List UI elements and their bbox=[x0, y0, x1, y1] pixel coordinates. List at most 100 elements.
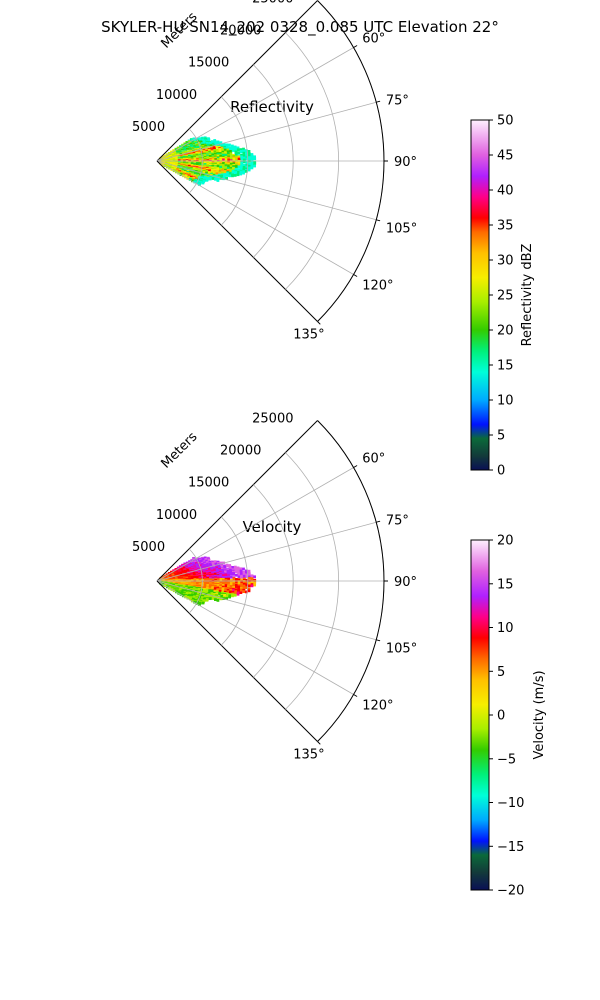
reflectivity-echo-gate bbox=[231, 149, 235, 152]
reflectivity-echo-gate bbox=[223, 170, 227, 174]
reflectivity-echo-gate bbox=[245, 150, 248, 153]
reflectivity-echo-gate bbox=[227, 164, 230, 168]
angle-tick-mark bbox=[353, 465, 358, 468]
reflectivity-echo-gate bbox=[237, 168, 241, 171]
velocity-echo-gate bbox=[186, 596, 190, 600]
velocity-echo-gate bbox=[234, 570, 238, 574]
velocity-echo-gate bbox=[179, 593, 183, 596]
reflectivity-echo-gate bbox=[207, 138, 211, 142]
azimuth-gridline bbox=[156, 580, 377, 641]
velocity-echo-gate bbox=[240, 584, 243, 588]
reflectivity-echo-gate bbox=[253, 162, 257, 165]
reflectivity-echo-gate bbox=[234, 166, 238, 169]
reflectivity-echo-gate bbox=[234, 146, 237, 150]
colorbar-tick-label: 15 bbox=[497, 577, 514, 592]
radial-tick-label: 25000 bbox=[252, 412, 293, 427]
velocity-echo-gate bbox=[236, 592, 240, 596]
reflectivity-echo-gate bbox=[216, 179, 220, 182]
reflectivity-echo-gate bbox=[232, 162, 236, 166]
velocity-echo-gate bbox=[224, 578, 228, 582]
reflectivity-echo-gate bbox=[236, 148, 240, 152]
velocity-echo-gate bbox=[242, 577, 246, 581]
colorbar-tick-label: 25 bbox=[497, 289, 514, 304]
reflectivity-echo-gate bbox=[218, 149, 222, 153]
velocity-echo-gate bbox=[237, 580, 241, 584]
velocity-echo-gate bbox=[237, 572, 241, 576]
outer-boundary-arc bbox=[317, 420, 385, 742]
colorbar-tick-label: 30 bbox=[497, 254, 514, 269]
reflectivity-echo-gate bbox=[233, 174, 237, 177]
reflectivity-echo-gate bbox=[229, 164, 233, 168]
azimuth-gridline bbox=[156, 160, 377, 221]
velocity-echo-gate bbox=[242, 582, 246, 586]
velocity-echo-gate bbox=[200, 598, 203, 602]
reflectivity-echo-gate bbox=[224, 153, 228, 157]
reflectivity-echo-gate bbox=[237, 151, 241, 155]
velocity-echo-gate bbox=[218, 592, 221, 596]
velocity-echo-gate bbox=[211, 597, 215, 600]
velocity-echo-gate bbox=[232, 584, 236, 587]
colorbar-tick-label: 5 bbox=[497, 665, 505, 680]
velocity-echo-gate bbox=[219, 597, 223, 601]
angle-tick-label: 120° bbox=[362, 699, 393, 714]
velocity-echo-gate bbox=[197, 603, 201, 606]
velocity-echo-gate bbox=[224, 584, 228, 587]
reflectivity-echo-gate bbox=[219, 165, 222, 169]
reflectivity-echo-gate bbox=[244, 170, 248, 173]
reflectivity-echo-gate bbox=[226, 172, 229, 176]
reflectivity-echo-gate bbox=[219, 160, 223, 164]
angle-tick-mark bbox=[376, 520, 381, 523]
reflectivity-echo-gate bbox=[217, 177, 220, 181]
reflectivity-echo-gate bbox=[240, 165, 243, 168]
range-ring bbox=[188, 548, 203, 614]
velocity-echo-gate bbox=[227, 577, 231, 581]
reflectivity-echo-gate bbox=[239, 172, 243, 176]
velocity-echo-gate bbox=[227, 581, 231, 585]
velocity-echo-gate bbox=[221, 570, 225, 574]
reflectivity-echo-gate bbox=[223, 173, 226, 177]
reflectivity-echo-gate bbox=[242, 154, 246, 158]
velocity-echo-gate bbox=[221, 589, 225, 593]
reflectivity-echo-gate bbox=[197, 183, 201, 186]
reflectivity-echo-gate bbox=[231, 146, 235, 150]
reflectivity-echo-gate bbox=[253, 160, 257, 164]
reflectivity-echo-gate bbox=[231, 170, 235, 174]
velocity-echo-gate bbox=[223, 593, 226, 597]
colorbar-tick-label: 0 bbox=[497, 709, 505, 724]
radial-tick-label: 20000 bbox=[220, 444, 261, 459]
velocity-echo-gate bbox=[244, 590, 248, 594]
velocity-colorbar-fill bbox=[470, 539, 490, 891]
reflectivity-echo-gate bbox=[242, 165, 246, 169]
reflectivity-echo-gate bbox=[210, 146, 213, 150]
reflectivity-echo-gate bbox=[216, 140, 220, 144]
velocity-echo-gate bbox=[234, 591, 237, 595]
velocity-echo-gate bbox=[205, 591, 208, 595]
velocity-echo-gate bbox=[224, 587, 228, 590]
reflectivity-echo-gate bbox=[234, 172, 237, 176]
colorbar-tick-label: −10 bbox=[497, 796, 524, 811]
reflectivity-echo-gate bbox=[234, 168, 238, 172]
reflectivity-echo-gate bbox=[216, 167, 220, 171]
angle-tick-label: 60° bbox=[362, 452, 385, 467]
reflectivity-echo-gate bbox=[221, 171, 224, 175]
reflectivity-echo-gate bbox=[224, 156, 228, 160]
velocity-echo-gate bbox=[228, 595, 231, 599]
reflectivity-echo-gate bbox=[237, 170, 240, 174]
velocity-echo-gate bbox=[240, 582, 243, 586]
radial-tick-label: 5000 bbox=[132, 120, 165, 135]
reflectivity-echo-gate bbox=[239, 148, 243, 151]
reflectivity-echo-gate bbox=[228, 174, 232, 178]
reflectivity-echo-gate bbox=[247, 150, 251, 153]
velocity-echo-gate bbox=[245, 580, 249, 583]
reflectivity-echo-gate bbox=[248, 164, 251, 168]
reflectivity-echo-gate bbox=[234, 149, 238, 152]
velocity-echo-gate bbox=[237, 575, 241, 579]
radial-tick-label: 15000 bbox=[188, 56, 229, 71]
velocity-echo-gate bbox=[220, 595, 224, 598]
velocity-echo-gate bbox=[245, 575, 249, 578]
velocity-echo-gate bbox=[200, 560, 203, 564]
angle-tick-mark bbox=[317, 321, 321, 325]
velocity-echo-gate bbox=[247, 573, 251, 577]
reflectivity-echo-gate bbox=[188, 178, 192, 181]
